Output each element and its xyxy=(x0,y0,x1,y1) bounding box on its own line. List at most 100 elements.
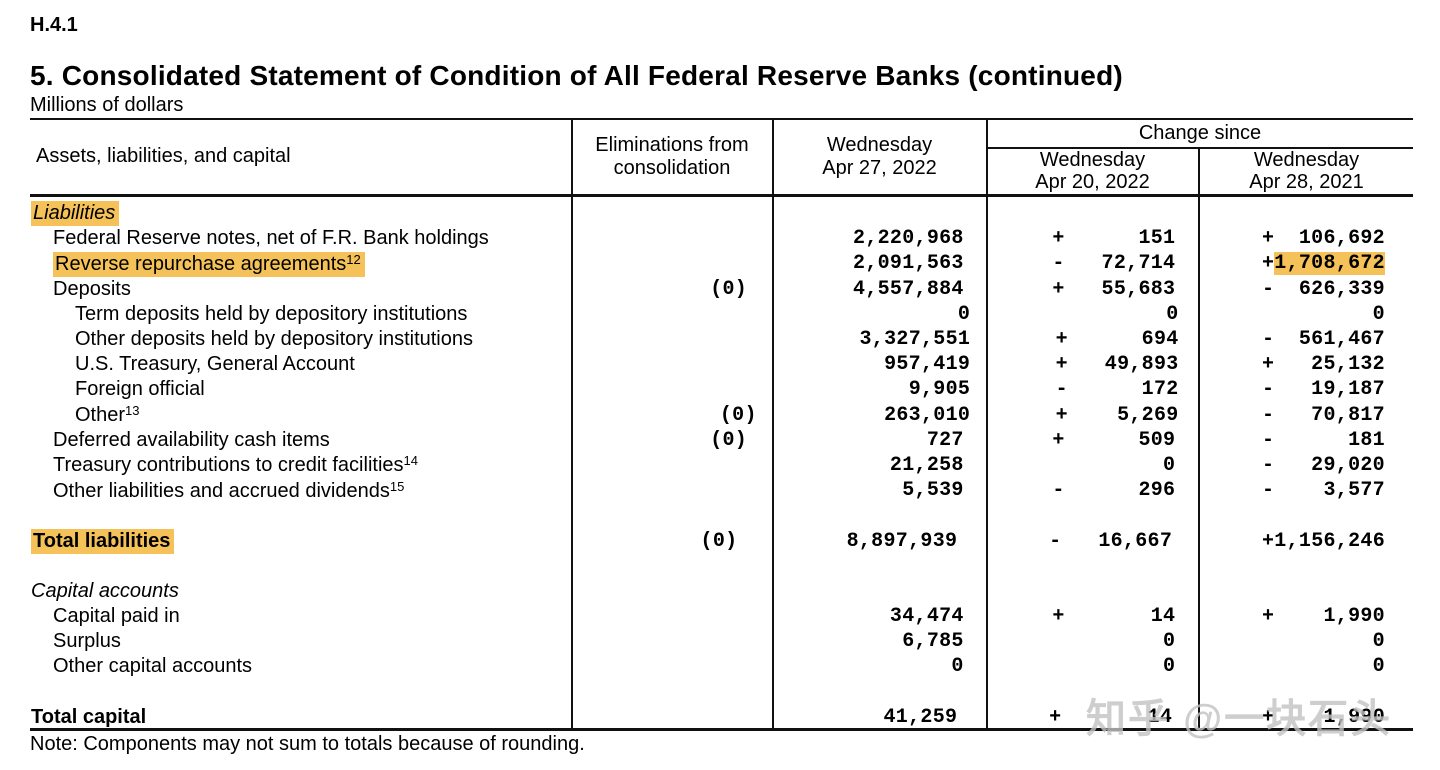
eliminations-value: (0) xyxy=(719,403,757,427)
change-apr20-value: + 694 xyxy=(1055,328,1179,352)
change-apr20-value: + 5,269 xyxy=(1055,403,1179,427)
table-bottom-rule xyxy=(30,728,1413,731)
table-row: Other capital accounts 0 0 0 xyxy=(30,654,1413,679)
table-row: Federal Reserve notes, net of F.R. Bank … xyxy=(30,226,1413,251)
statement-table-body: Liabilities Federal Reserve notes, net of… xyxy=(30,201,1413,730)
row-label-text: Total capital xyxy=(31,705,147,728)
col-divider-4 xyxy=(1198,147,1200,730)
change-apr21-line1: Wednesday xyxy=(1253,149,1360,171)
table-row: Capital accounts xyxy=(30,579,1413,604)
current-week-value: 0 xyxy=(957,302,971,326)
row-label: Term deposits held by depository institu… xyxy=(30,303,598,326)
column-header-current-week: Wednesday Apr 27, 2022 xyxy=(773,134,986,180)
row-label: Total liabilities xyxy=(30,528,573,554)
current-week-value: 41,259 xyxy=(883,705,958,729)
row-label: Foreign official xyxy=(30,378,598,401)
table-row: Other13 (0) 263,010 + 5,269 - 70,817 xyxy=(30,403,1413,428)
change-apr20-value: 0 xyxy=(1052,630,1176,654)
highlighted-row-label-text: Total liabilities xyxy=(31,528,175,554)
current-week-value: 957,419 xyxy=(884,353,971,377)
table-row: U.S. Treasury, General Account 957,419 + 4… xyxy=(30,352,1413,377)
row-label: Other capital accounts xyxy=(30,655,585,678)
change-apr21-value: + 1,990 xyxy=(1261,705,1386,729)
row-label-text: U.S. Treasury, General Account xyxy=(75,353,355,376)
current-week-value: 4,557,884 xyxy=(853,277,964,301)
column-header-eliminations: Eliminations from consolidation xyxy=(572,134,772,180)
change-apr21-value: - 70,817 xyxy=(1261,403,1385,427)
highlighted-row-label-text: Liabilities xyxy=(31,201,120,227)
row-label: U.S. Treasury, General Account xyxy=(30,353,598,376)
zhihu-watermark: 知乎 @一块石头 xyxy=(1086,697,1393,741)
table-row: Total capital 41,259 + 14 + 1,990 xyxy=(30,705,1413,730)
table-row xyxy=(30,503,1413,528)
change-apr21-value: - 19,187 xyxy=(1261,378,1385,402)
current-week-value: 3,327,551 xyxy=(859,328,971,352)
row-label: Federal Reserve notes, net of F.R. Bank … xyxy=(30,227,585,250)
change-apr21-line2: Apr 28, 2021 xyxy=(1249,171,1364,193)
header-bottom-rule xyxy=(30,194,1413,197)
highlighted-row-label-text: Reverse repurchase agreements12 xyxy=(53,251,365,277)
current-week-value: 34,474 xyxy=(889,605,964,629)
row-label-text: Other13 xyxy=(75,403,140,427)
table-row: Reverse repurchase agreements12 2,091,563… xyxy=(30,251,1413,277)
change-apr20-value: + 509 xyxy=(1052,428,1176,452)
table-row: Capital paid in 34,474 + 14 + 1,990 xyxy=(30,604,1413,629)
col-divider-1 xyxy=(571,118,573,730)
row-label: Total capital xyxy=(30,706,573,729)
table-top-rule xyxy=(30,118,1413,120)
change-apr20-value: + 55,683 xyxy=(1052,277,1176,301)
change-apr21-value: - 181 xyxy=(1261,428,1385,452)
change-apr20-line1: Wednesday xyxy=(1039,149,1146,171)
footnote-marker: 14 xyxy=(403,453,418,469)
change-apr21-value: + 106,692 xyxy=(1261,227,1385,251)
table-row: Liabilities xyxy=(30,201,1413,227)
row-label: Other liabilities and accrued dividends1… xyxy=(30,479,585,503)
change-apr20-value: + 14 xyxy=(1049,705,1173,729)
row-label: Treasury contributions to credit facilit… xyxy=(30,453,585,477)
change-apr21-value: + 1,990 xyxy=(1261,605,1385,629)
current-week-value: 2,220,968 xyxy=(853,227,964,251)
row-label-text: Other capital accounts xyxy=(53,655,252,678)
current-week-value: 2,091,563 xyxy=(853,252,964,276)
footnote-marker: 13 xyxy=(125,403,140,419)
row-label: Surplus xyxy=(30,630,585,653)
table-row: Deposits (0) 4,557,884 + 55,683 - 626,339 xyxy=(30,277,1413,302)
change-apr21-value: + 25,132 xyxy=(1261,353,1385,377)
column-header-change-apr21: Wednesday Apr 28, 2021 xyxy=(1200,149,1413,193)
current-week-value: 9,905 xyxy=(908,378,971,402)
table-row: Foreign official 9,905 - 172 - 19,187 xyxy=(30,377,1413,402)
eliminations-value: (0) xyxy=(710,428,748,452)
col-divider-3 xyxy=(986,118,988,730)
units-subtitle: Millions of dollars xyxy=(30,94,184,116)
highlighted-change-value: 1,708,672 xyxy=(1274,252,1385,276)
rounding-note: Note: Components may not sum to totals b… xyxy=(30,733,585,755)
change-apr21-value: +1,708,672 xyxy=(1261,252,1385,276)
row-label-text: Other deposits held by depository instit… xyxy=(75,328,473,351)
column-header-assets: Assets, liabilities, and capital xyxy=(36,145,291,167)
row-label-text: Other liabilities and accrued dividends1… xyxy=(53,478,405,502)
current-week-value: 5,539 xyxy=(902,479,964,503)
page-title: 5. Consolidated Statement of Condition o… xyxy=(30,60,1123,91)
change-apr20-value: - 172 xyxy=(1055,378,1179,402)
report-code: H.4.1 xyxy=(30,14,78,36)
change-apr21-value: - 3,577 xyxy=(1261,479,1385,503)
column-header-change-apr20: Wednesday Apr 20, 2022 xyxy=(987,149,1198,193)
row-label: Deposits xyxy=(30,278,585,301)
current-week-value: 8,897,939 xyxy=(846,529,958,553)
current-week-value: 727 xyxy=(926,428,964,452)
row-label-text: Deposits xyxy=(53,277,131,300)
row-label-text: Federal Reserve notes, net of F.R. Bank … xyxy=(53,227,489,250)
change-apr20-value: 0 xyxy=(1052,655,1176,679)
row-label-text: Capital paid in xyxy=(53,605,180,628)
eliminations-value: (0) xyxy=(710,277,748,301)
table-row: Deferred availability cash items (0) 727 + … xyxy=(30,428,1413,453)
change-apr21-value: - 626,339 xyxy=(1261,277,1385,301)
current-week-value: 21,258 xyxy=(889,453,964,477)
table-row: Total liabilities (0) 8,897,939 - 16,667 +1,… xyxy=(30,528,1413,554)
change-apr20-value: - 16,667 xyxy=(1049,529,1173,553)
change-since-underline xyxy=(987,147,1413,149)
change-apr20-value: + 49,893 xyxy=(1055,353,1179,377)
row-label: Capital accounts xyxy=(30,580,573,603)
change-apr20-value: 0 xyxy=(1052,453,1176,477)
